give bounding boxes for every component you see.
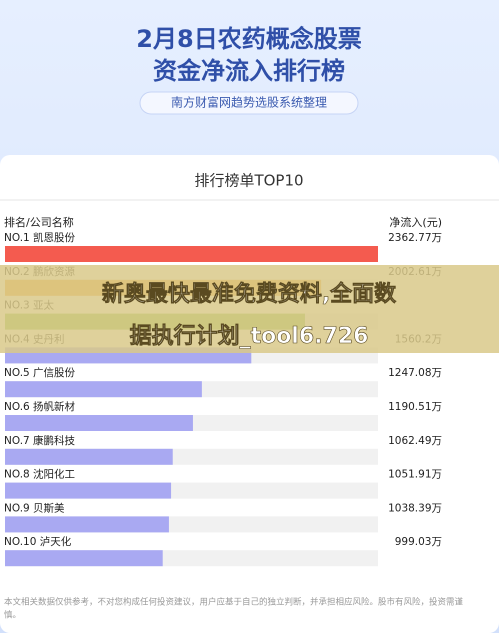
bar [5, 415, 193, 431]
value-label: 1247.08万 [388, 367, 442, 379]
subtitle-pill [139, 91, 359, 115]
value-label: 1062.49万 [388, 435, 442, 447]
banner-line: 据执行计划_tool6.726 [130, 323, 369, 349]
company-label: NO.10 泸天化 [4, 535, 72, 548]
value-label: 999.03万 [395, 536, 442, 548]
bar [5, 381, 202, 398]
banner-bg [0, 265, 499, 353]
company-label: NO.6 扬帆新材 [4, 400, 76, 413]
company-label: NO.8 沈阳化工 [4, 468, 75, 481]
title-line: 资金净流入排行榜 [153, 57, 345, 85]
card-title: 排行榜单TOP10 [194, 172, 303, 190]
company-label: NO.7 康鹏科技 [4, 434, 76, 447]
bar [5, 448, 173, 465]
bar [5, 516, 169, 533]
value-label: 2362.77万 [388, 232, 442, 244]
value-label: 1051.91万 [388, 469, 442, 481]
column-header: 净流入(元) [389, 215, 442, 229]
banner-line: 新奥最快最准免费资料,全面数 [102, 281, 397, 307]
bar [5, 246, 378, 262]
footer-line: 慎。 [4, 610, 21, 621]
value-label: 1190.51万 [388, 401, 442, 413]
column-header: 排名/公司名称 [4, 215, 74, 229]
company-label: NO.9 贝斯美 [4, 501, 65, 514]
company-label: NO.1 凯恩股份 [4, 231, 76, 244]
company-label: NO.5 广信股份 [4, 367, 76, 379]
bar [5, 550, 163, 567]
footer-line: 本文相关数据仅供参考，不对您构成任何投资建议，用户应基于自己的独立判断，并承担相… [4, 597, 464, 608]
bar [5, 482, 172, 499]
subtitle: 南方财富网趋势选股系统整理 [171, 95, 327, 110]
value-label: 1038.39万 [388, 502, 442, 514]
title-line: 2月8日农药概念股票 [136, 25, 361, 53]
